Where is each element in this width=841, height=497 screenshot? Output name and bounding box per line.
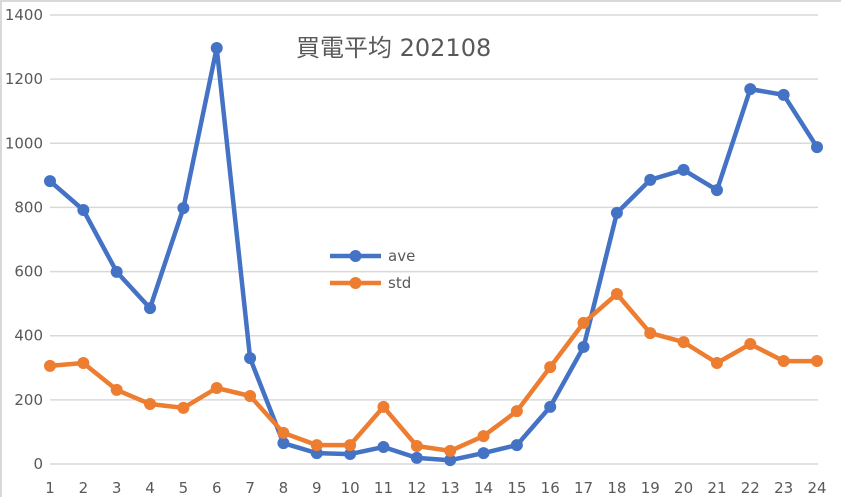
- x-tick-label: 6: [212, 479, 222, 497]
- data-point-marker[interactable]: [677, 163, 690, 176]
- data-point-marker[interactable]: [244, 352, 257, 365]
- x-tick-label: 1: [45, 479, 55, 497]
- data-point-marker[interactable]: [744, 83, 757, 96]
- y-tick-label: 1400: [5, 6, 43, 24]
- data-point-marker[interactable]: [144, 398, 157, 411]
- x-tick-label: 24: [807, 479, 826, 497]
- data-point-marker[interactable]: [510, 405, 523, 418]
- y-tick-label: 400: [14, 327, 43, 345]
- x-tick-label: 20: [674, 479, 693, 497]
- x-tick-label: 17: [574, 479, 593, 497]
- series-std: [44, 288, 823, 457]
- x-tick-label: 18: [607, 479, 626, 497]
- y-tick-label: 200: [14, 391, 43, 409]
- y-tick-label: 600: [14, 263, 43, 281]
- x-tick-label: 21: [707, 479, 726, 497]
- data-point-marker[interactable]: [577, 340, 590, 353]
- legend-marker-icon: [349, 277, 362, 289]
- data-point-marker[interactable]: [710, 184, 723, 197]
- series-ave: [44, 42, 823, 467]
- chart-title: 買電平均 202108: [296, 34, 491, 62]
- x-axis-ticks: 1 2 3 4 5 6 7 8 9 10 11 12 13 14 15 16 17 18 19 20 21 22 23 24: [45, 479, 826, 497]
- data-point-marker[interactable]: [710, 356, 723, 369]
- chart-border-left: [0, 0, 2, 497]
- data-point-marker[interactable]: [410, 451, 423, 464]
- data-point-marker[interactable]: [310, 439, 323, 452]
- data-point-marker[interactable]: [444, 444, 457, 457]
- x-tick-label: 22: [741, 479, 760, 497]
- data-point-marker[interactable]: [44, 359, 56, 372]
- series-line: [47, 45, 820, 463]
- x-tick-label: 14: [474, 479, 493, 497]
- x-tick-label: 16: [541, 479, 560, 497]
- data-point-marker[interactable]: [344, 439, 357, 452]
- data-point-marker[interactable]: [444, 454, 457, 467]
- data-point-marker[interactable]: [811, 141, 823, 154]
- legend-marker-icon: [349, 250, 362, 262]
- x-tick-label: 12: [407, 479, 426, 497]
- data-point-marker[interactable]: [610, 206, 623, 219]
- data-point-marker[interactable]: [210, 42, 223, 55]
- data-point-marker[interactable]: [544, 361, 557, 374]
- data-point-marker[interactable]: [577, 316, 590, 329]
- data-point-marker[interactable]: [644, 327, 657, 340]
- x-tick-label: 11: [374, 479, 393, 497]
- data-point-marker[interactable]: [177, 202, 190, 215]
- data-point-marker[interactable]: [777, 88, 790, 101]
- data-point-marker[interactable]: [210, 381, 223, 394]
- data-point-marker[interactable]: [144, 302, 157, 315]
- data-point-marker[interactable]: [544, 400, 557, 413]
- x-tick-label: 13: [441, 479, 460, 497]
- legend: ave std: [330, 247, 415, 292]
- legend-item-std[interactable]: std: [330, 274, 411, 292]
- series-line: [47, 291, 820, 454]
- legend-label: ave: [388, 247, 415, 265]
- data-point-marker[interactable]: [110, 383, 123, 396]
- y-tick-label: 1000: [5, 134, 43, 152]
- y-axis-ticks: 0 200 400 600 800 1000 1200 1400: [5, 6, 43, 473]
- data-point-marker[interactable]: [44, 175, 56, 188]
- data-point-marker[interactable]: [644, 173, 657, 186]
- chart-border-top: [0, 0, 841, 2]
- data-point-marker[interactable]: [277, 426, 290, 439]
- x-tick-label: 5: [179, 479, 189, 497]
- x-tick-label: 15: [507, 479, 526, 497]
- x-tick-label: 10: [341, 479, 360, 497]
- data-point-marker[interactable]: [610, 288, 623, 301]
- x-tick-label: 23: [774, 479, 793, 497]
- data-point-marker[interactable]: [510, 439, 523, 452]
- data-point-marker[interactable]: [477, 447, 490, 460]
- data-point-marker[interactable]: [177, 401, 190, 414]
- data-point-marker[interactable]: [477, 430, 490, 443]
- data-point-marker[interactable]: [777, 355, 790, 368]
- data-point-marker[interactable]: [277, 437, 290, 450]
- x-tick-label: 2: [79, 479, 89, 497]
- x-tick-label: 19: [641, 479, 660, 497]
- data-point-marker[interactable]: [677, 336, 690, 349]
- data-point-marker[interactable]: [377, 441, 390, 454]
- y-tick-label: 0: [33, 455, 43, 473]
- data-point-marker[interactable]: [244, 390, 257, 403]
- legend-label: std: [388, 274, 411, 292]
- x-tick-label: 8: [279, 479, 289, 497]
- legend-item-ave[interactable]: ave: [330, 247, 415, 265]
- data-point-marker[interactable]: [344, 448, 357, 461]
- y-gridlines: [50, 14, 818, 465]
- x-tick-label: 3: [112, 479, 122, 497]
- y-tick-label: 1200: [5, 70, 43, 88]
- data-point-marker[interactable]: [410, 440, 423, 453]
- x-tick-label: 7: [245, 479, 255, 497]
- data-point-marker[interactable]: [811, 355, 823, 368]
- x-tick-label: 9: [312, 479, 322, 497]
- data-point-marker[interactable]: [377, 400, 390, 413]
- y-tick-label: 800: [14, 198, 43, 216]
- x-tick-label: 4: [145, 479, 155, 497]
- data-point-marker[interactable]: [77, 356, 90, 369]
- series-layer: [44, 42, 823, 467]
- data-point-marker[interactable]: [77, 203, 90, 216]
- data-point-marker[interactable]: [744, 338, 757, 351]
- data-point-marker[interactable]: [110, 265, 123, 278]
